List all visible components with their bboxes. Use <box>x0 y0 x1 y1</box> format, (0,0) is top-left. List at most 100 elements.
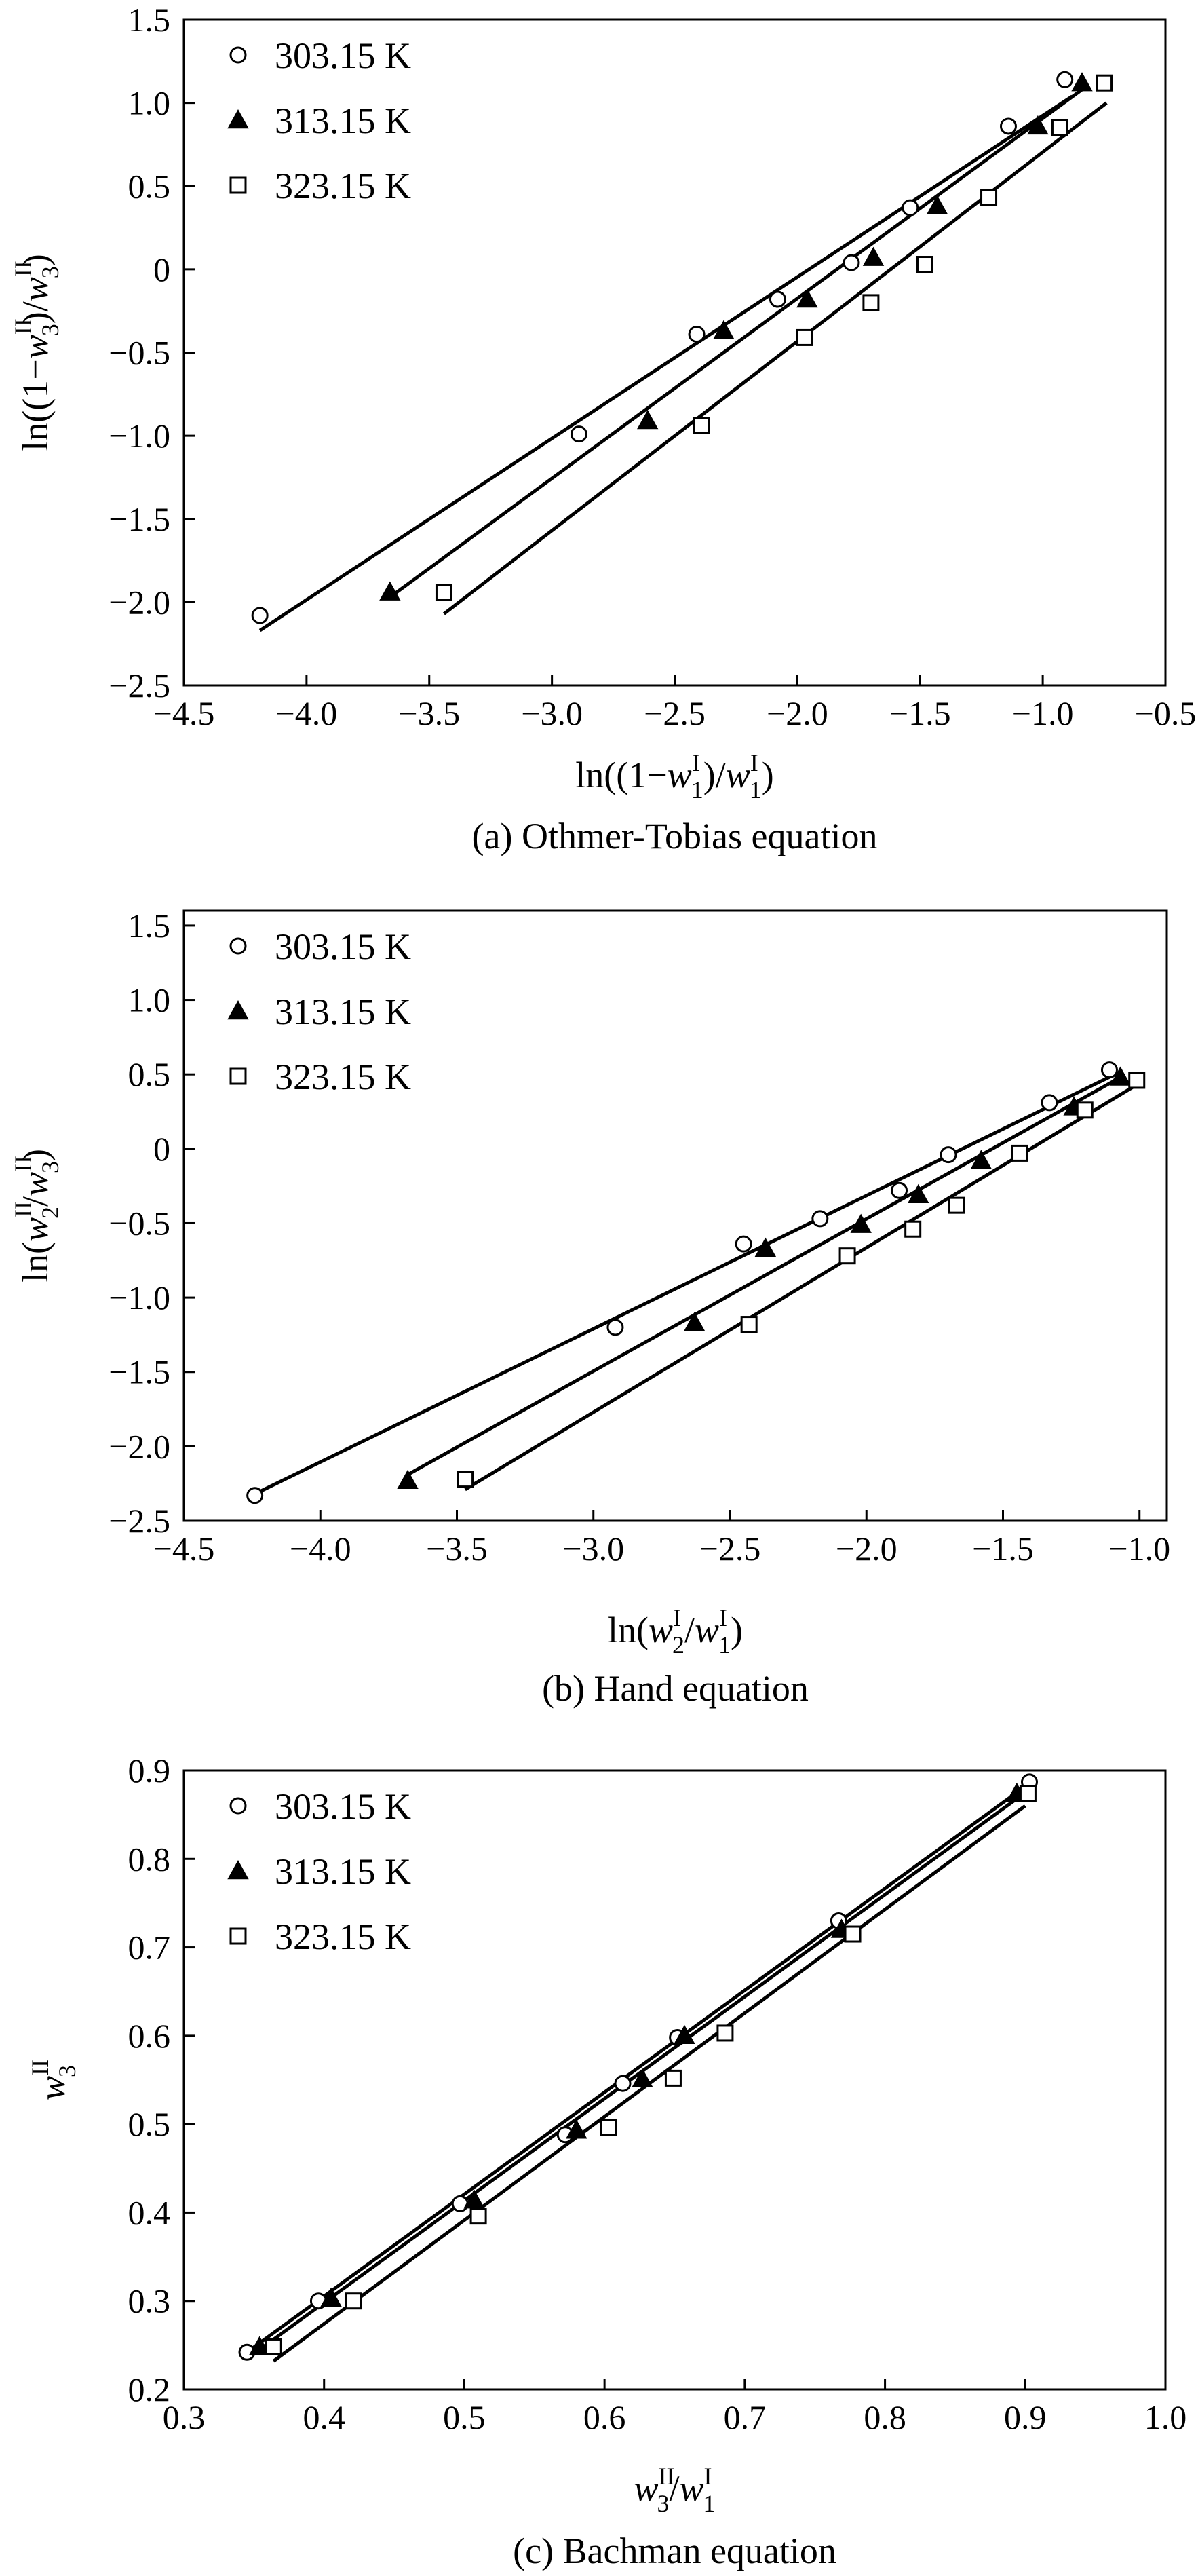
y-tick-label: −2.5 <box>109 1502 170 1540</box>
x-tick-label: 0.6 <box>583 2398 626 2436</box>
legend-marker <box>229 176 247 194</box>
legend-label: 313.15 K <box>275 1851 411 1892</box>
data-point <box>251 607 269 624</box>
chart-caption: (c) Bachman equation <box>513 2531 836 2571</box>
y-axis-label: wII3​ <box>26 2060 81 2100</box>
data-point <box>1109 1066 1132 1086</box>
x-tick-label: −1.0 <box>1012 694 1074 732</box>
legend-label: 313.15 K <box>275 991 411 1032</box>
data-point <box>796 288 818 308</box>
x-tick-label: −1.5 <box>889 694 951 732</box>
x-tick-label: −3.0 <box>521 694 583 732</box>
legend: 303.15 K 313.15 K 323.15 K <box>227 926 411 1097</box>
data-point <box>926 195 948 214</box>
y-tick-label: −1.5 <box>109 500 170 538</box>
chart-panel-2: −4.5 −4.0 −3.5 −3.0 −2.5 −2.0 −1.5 −1.0 −2.5 −2.0… <box>9 907 1170 1709</box>
y-tick-label: 1.5 <box>128 907 171 945</box>
chart-caption: (a) Othmer-Tobias equation <box>472 816 878 856</box>
data-point <box>632 2068 653 2087</box>
y-tick-label: −2.0 <box>109 583 170 621</box>
data-point <box>891 1181 908 1199</box>
y-tick-label: −0.5 <box>109 334 170 372</box>
legend-marker <box>227 109 249 129</box>
data-point <box>713 320 735 339</box>
data-point <box>688 326 706 343</box>
y-tick-label: 1.5 <box>128 1 171 39</box>
data-point <box>844 1925 862 1943</box>
x-tick-label: 0.4 <box>303 2398 345 2436</box>
data-point <box>740 1316 758 1333</box>
x-tick-label: 0.7 <box>724 2398 767 2436</box>
x-tick-label: 1.0 <box>1144 2398 1187 2436</box>
fit-line <box>246 1785 1026 2354</box>
data-point <box>1076 1101 1094 1119</box>
chart-panel-1: −4.5 −4.0 −3.5 −3.0 −2.5 −2.0 −1.5 −1.0 −0.5 −2.5… <box>9 1 1196 856</box>
data-point <box>970 1150 992 1169</box>
x-tick-label: −3.5 <box>398 694 460 732</box>
data-point <box>674 2024 695 2045</box>
data-point <box>754 1237 777 1257</box>
plot-frame <box>182 1769 1167 2391</box>
data-point <box>862 246 885 266</box>
x-tick-label: −2.5 <box>699 1530 761 1568</box>
y-tick-label: 0.3 <box>128 2282 171 2320</box>
x-tick-label: −1.0 <box>1108 1530 1170 1568</box>
fit-line <box>442 101 1108 615</box>
y-tick-label: 0 <box>153 250 170 288</box>
data-point <box>1071 72 1093 92</box>
x-tick-label: 0.3 <box>163 2398 206 2436</box>
data-point <box>902 199 919 216</box>
data-point <box>664 2069 682 2087</box>
y-tick-label: −2.0 <box>109 1427 170 1465</box>
data-point <box>948 1196 965 1214</box>
y-tick-label: 0.5 <box>128 2105 171 2143</box>
fit-line <box>406 1074 1124 1477</box>
legend-marker <box>227 1859 249 1880</box>
fit-line <box>464 1083 1138 1492</box>
legend-label: 313.15 K <box>275 100 411 141</box>
x-axis-label: ln((1−wI1​)/wI1​) <box>575 749 773 803</box>
data-point <box>683 1312 706 1331</box>
x-tick-label: −2.5 <box>644 694 706 732</box>
data-point <box>908 1183 929 1204</box>
data-point <box>379 581 401 601</box>
y-tick-label: −0.5 <box>109 1204 170 1242</box>
data-point <box>769 290 786 308</box>
x-axis-label: wII3​/wI1​ <box>634 2463 715 2517</box>
x-tick-label: −4.5 <box>153 694 215 732</box>
data-point <box>248 2336 271 2355</box>
data-point <box>693 417 710 434</box>
x-tick-label: 0.5 <box>443 2398 486 2436</box>
legend-marker <box>229 1067 247 1085</box>
data-point <box>606 1319 624 1336</box>
y-axis-label: ln((1−wII3​)/wII3​) <box>9 254 64 451</box>
y-tick-label: −1.0 <box>109 417 170 455</box>
data-point <box>246 1487 264 1504</box>
y-tick-label: 0.9 <box>128 1751 171 1789</box>
x-tick-label: −2.0 <box>836 1530 897 1568</box>
fit-line <box>389 88 1083 599</box>
fit-line <box>254 1072 1116 1496</box>
fit-line <box>258 94 1073 632</box>
x-axis-label: ln(wI2​/wI1​) <box>608 1604 743 1659</box>
data-point <box>345 2292 362 2310</box>
x-tick-label: −4.5 <box>153 1530 215 1568</box>
y-tick-label: −1.0 <box>109 1278 170 1317</box>
data-point <box>1019 1785 1037 1802</box>
chart-panel-3: 0.3 0.4 0.5 0.6 0.7 0.8 0.9 1.00.20.30.40.50.60… <box>26 1751 1186 2571</box>
y-tick-label: 0.2 <box>128 2370 171 2408</box>
legend-marker <box>229 937 247 955</box>
data-point <box>862 294 880 311</box>
data-point <box>904 1220 922 1238</box>
y-tick-label: 0 <box>153 1130 170 1168</box>
data-point <box>600 2119 617 2136</box>
legend-label: 323.15 K <box>275 1057 411 1097</box>
x-tick-label: −4.0 <box>276 694 338 732</box>
y-tick-label: 0.5 <box>128 167 171 205</box>
data-point <box>469 2208 487 2225</box>
x-tick-label: −1.5 <box>972 1530 1034 1568</box>
data-point <box>637 409 659 430</box>
data-point <box>1041 1094 1058 1112</box>
data-point <box>1027 115 1049 135</box>
